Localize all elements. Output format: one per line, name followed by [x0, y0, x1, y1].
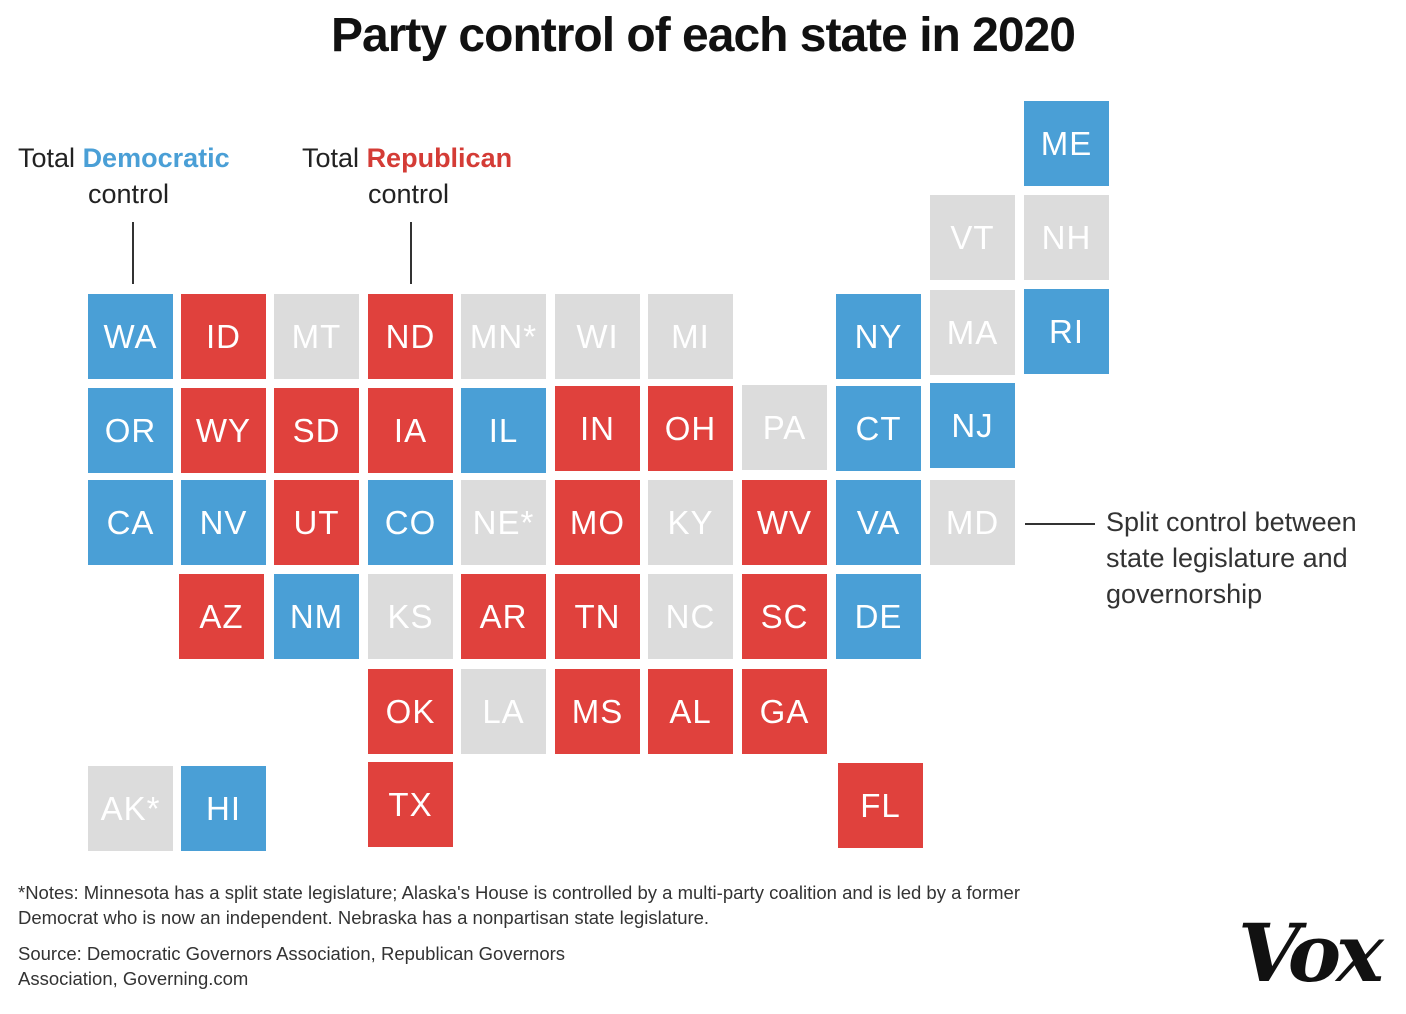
source: Source: Democratic Governors Association… — [18, 943, 566, 989]
state-tile-wv: WV — [742, 480, 827, 565]
state-tile-ks: KS — [368, 574, 453, 659]
state-tile-ms: MS — [555, 669, 640, 754]
state-tile-oh: OH — [648, 386, 733, 471]
state-tile-nm: NM — [274, 574, 359, 659]
legend-rep-suffix: control — [368, 179, 450, 209]
split-pointer — [1025, 523, 1095, 525]
legend-rep-party: Republican — [366, 143, 513, 173]
state-tile-wi: WI — [555, 294, 640, 379]
state-tile-il: IL — [461, 388, 546, 473]
state-tile-al: AL — [648, 669, 733, 754]
state-tile-la: LA — [461, 669, 546, 754]
state-tile-or: OR — [88, 388, 173, 473]
state-tile-ma: MA — [930, 290, 1015, 375]
chart-title: Party control of each state in 2020 — [331, 9, 1076, 62]
state-tile-va: VA — [836, 480, 921, 565]
state-tile-nj: NJ — [930, 383, 1015, 468]
state-tile-ri: RI — [1024, 289, 1109, 374]
state-tile-ar: AR — [461, 574, 546, 659]
state-tile-ky: KY — [648, 480, 733, 565]
state-tile-sc: SC — [742, 574, 827, 659]
notes: *Notes: Minnesota has a split state legi… — [18, 882, 1020, 928]
state-tile-ca: CA — [88, 480, 173, 565]
state-tile-nv: NV — [181, 480, 266, 565]
legend-dem-pointer — [132, 222, 134, 284]
state-tile-nh: NH — [1024, 195, 1109, 280]
state-tile-az: AZ — [179, 574, 264, 659]
legend-republican: Total Republican control — [302, 140, 562, 212]
legend-split: Split control between state legislature … — [1106, 507, 1357, 609]
state-tile-mo: MO — [555, 480, 640, 565]
state-tile-tn: TN — [555, 574, 640, 659]
state-tile-nc: NC — [648, 574, 733, 659]
state-tile-mt: MT — [274, 294, 359, 379]
state-tile-id: ID — [181, 294, 266, 379]
state-tile-tx: TX — [368, 762, 453, 847]
state-tile-co: CO — [368, 480, 453, 565]
legend-dem-suffix: control — [88, 179, 170, 209]
legend-dem-party: Democratic — [82, 143, 230, 173]
state-tile-in: IN — [555, 386, 640, 471]
state-tile-de: DE — [836, 574, 921, 659]
state-tile-ct: CT — [836, 386, 921, 471]
state-tile-wa: WA — [88, 294, 173, 379]
state-tile-ia: IA — [368, 388, 453, 473]
state-tile-nd: ND — [368, 294, 453, 379]
state-tile-ny: NY — [836, 294, 921, 379]
state-tile-ok: OK — [368, 669, 453, 754]
state-tile-ak: AK* — [88, 766, 173, 851]
state-tile-fl: FL — [838, 763, 923, 848]
legend-rep-pointer — [410, 222, 412, 284]
state-tile-ga: GA — [742, 669, 827, 754]
state-tile-ut: UT — [274, 480, 359, 565]
state-tile-me: ME — [1024, 101, 1109, 186]
state-tile-wy: WY — [181, 388, 266, 473]
legend-rep-prefix: Total — [302, 143, 360, 173]
state-tile-pa: PA — [742, 385, 827, 470]
state-tile-vt: VT — [930, 195, 1015, 280]
state-tile-sd: SD — [274, 388, 359, 473]
state-tile-mn: MN* — [461, 294, 546, 379]
state-tile-hi: HI — [181, 766, 266, 851]
state-tile-mi: MI — [648, 294, 733, 379]
legend-democratic: Total Democratic control — [18, 140, 278, 212]
state-tile-ne: NE* — [461, 480, 546, 565]
vox-logo: Vox — [1238, 906, 1384, 1000]
legend-dem-prefix: Total — [18, 143, 76, 173]
state-tile-md: MD — [930, 480, 1015, 565]
